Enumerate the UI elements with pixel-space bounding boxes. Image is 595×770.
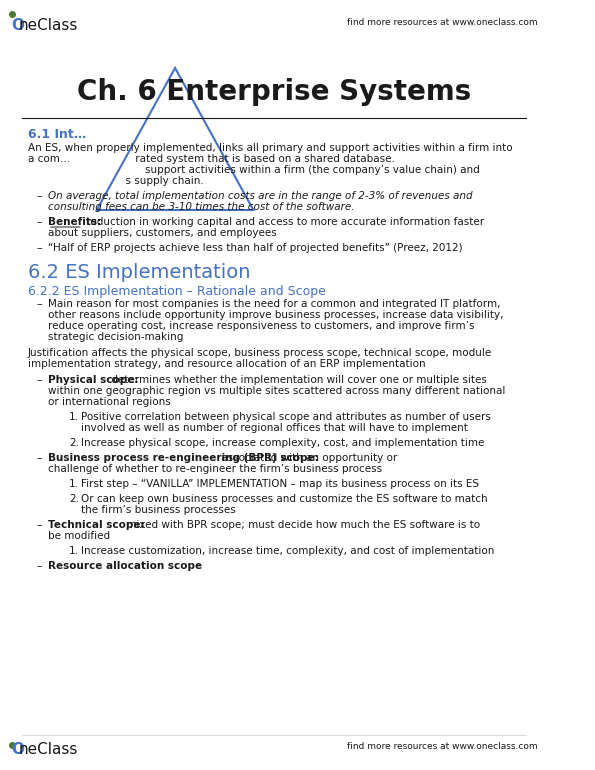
Text: the firm’s business processes: the firm’s business processes [81, 505, 236, 515]
Text: Resource allocation scope: Resource allocation scope [48, 561, 202, 571]
Text: involved as well as number of regional offices that will have to implement: involved as well as number of regional o… [81, 423, 468, 433]
Text: s supply chain.: s supply chain. [27, 176, 203, 186]
Text: associated with an opportunity or: associated with an opportunity or [218, 453, 397, 463]
Text: O: O [11, 742, 24, 757]
Text: Increase physical scope, increase complexity, cost, and implementation time: Increase physical scope, increase comple… [81, 438, 484, 448]
Text: other reasons include opportunity improve business processes, increase data visi: other reasons include opportunity improv… [48, 310, 503, 320]
Text: strategic decision-making: strategic decision-making [48, 332, 183, 342]
Text: support activities within a firm (the company’s value chain) and: support activities within a firm (the co… [27, 165, 480, 175]
Text: consulting fees can be 3-10 times the cost of the software.: consulting fees can be 3-10 times the co… [48, 202, 355, 212]
Text: An ES, when properly implemented, links all primary and support activities withi: An ES, when properly implemented, links … [27, 143, 512, 153]
Text: On average, total implementation costs are in the range of 2-3% of revenues and: On average, total implementation costs a… [48, 191, 472, 201]
Text: 2.: 2. [69, 438, 79, 448]
Text: Technical scope:: Technical scope: [48, 520, 145, 530]
Text: O: O [11, 18, 24, 33]
Text: within one geographic region vs multiple sites scattered across many different n: within one geographic region vs multiple… [48, 386, 505, 396]
Text: 6.1 Int…: 6.1 Int… [27, 128, 86, 141]
Text: mixed with BPR scope; must decide how much the ES software is to: mixed with BPR scope; must decide how mu… [124, 520, 481, 530]
Text: –: – [37, 453, 42, 463]
Text: First step – “VANILLA” IMPLEMENTATION – map its business process on its ES: First step – “VANILLA” IMPLEMENTATION – … [81, 479, 479, 489]
Text: –: – [37, 243, 42, 253]
Text: 2.: 2. [69, 494, 79, 504]
Text: Main reason for most companies is the need for a common and integrated IT platfo: Main reason for most companies is the ne… [48, 299, 500, 309]
Text: 6.2.2 ES Implementation – Rationale and Scope: 6.2.2 ES Implementation – Rationale and … [27, 285, 325, 298]
Text: Justification affects the physical scope, business process scope, technical scop: Justification affects the physical scope… [27, 348, 492, 358]
Text: Positive correlation between physical scope and attributes as number of users: Positive correlation between physical sc… [81, 412, 491, 422]
Text: –: – [37, 299, 42, 309]
Text: implementation strategy, and resource allocation of an ERP implementation: implementation strategy, and resource al… [27, 359, 425, 369]
Text: 6.2 ES Implementation: 6.2 ES Implementation [27, 263, 250, 282]
Text: be modified: be modified [48, 531, 110, 541]
Text: neClass: neClass [18, 18, 78, 33]
Text: Benefits:: Benefits: [48, 217, 101, 227]
Text: “Half of ERP projects achieve less than half of projected benefits” (Preez, 2012: “Half of ERP projects achieve less than … [48, 243, 462, 253]
Text: or international regions: or international regions [48, 397, 171, 407]
Text: reduction in working capital and access to more accurate information faster: reduction in working capital and access … [83, 217, 484, 227]
Text: Physical scope:: Physical scope: [48, 375, 139, 385]
Text: find more resources at www.oneclass.com: find more resources at www.oneclass.com [346, 742, 537, 751]
Text: reduce operating cost, increase responsiveness to customers, and improve firm’s: reduce operating cost, increase responsi… [48, 321, 474, 331]
Text: –: – [37, 217, 42, 227]
Text: challenge of whether to re-engineer the firm’s business process: challenge of whether to re-engineer the … [48, 464, 382, 474]
Text: determines whether the implementation will cover one or multiple sites: determines whether the implementation wi… [108, 375, 487, 385]
Text: 1.: 1. [69, 479, 79, 489]
Text: Business process re-engineering (BPR) scope:: Business process re-engineering (BPR) sc… [48, 453, 319, 463]
Text: –: – [37, 191, 42, 201]
Text: about suppliers, customers, and employees: about suppliers, customers, and employee… [48, 228, 277, 238]
Text: Increase customization, increase time, complexity, and cost of implementation: Increase customization, increase time, c… [81, 546, 494, 556]
Text: –: – [37, 375, 42, 385]
Text: 1.: 1. [69, 546, 79, 556]
Text: Or can keep own business processes and customize the ES software to match: Or can keep own business processes and c… [81, 494, 488, 504]
Text: a com…                    rated system that is based on a shared database.: a com… rated system that is based on a s… [27, 154, 394, 164]
Text: 1.: 1. [69, 412, 79, 422]
Text: Ch. 6 Enterprise Systems: Ch. 6 Enterprise Systems [77, 78, 471, 106]
Text: neClass: neClass [18, 742, 78, 757]
Text: –: – [37, 520, 42, 530]
Text: –: – [37, 561, 42, 571]
Text: find more resources at www.oneclass.com: find more resources at www.oneclass.com [346, 18, 537, 27]
